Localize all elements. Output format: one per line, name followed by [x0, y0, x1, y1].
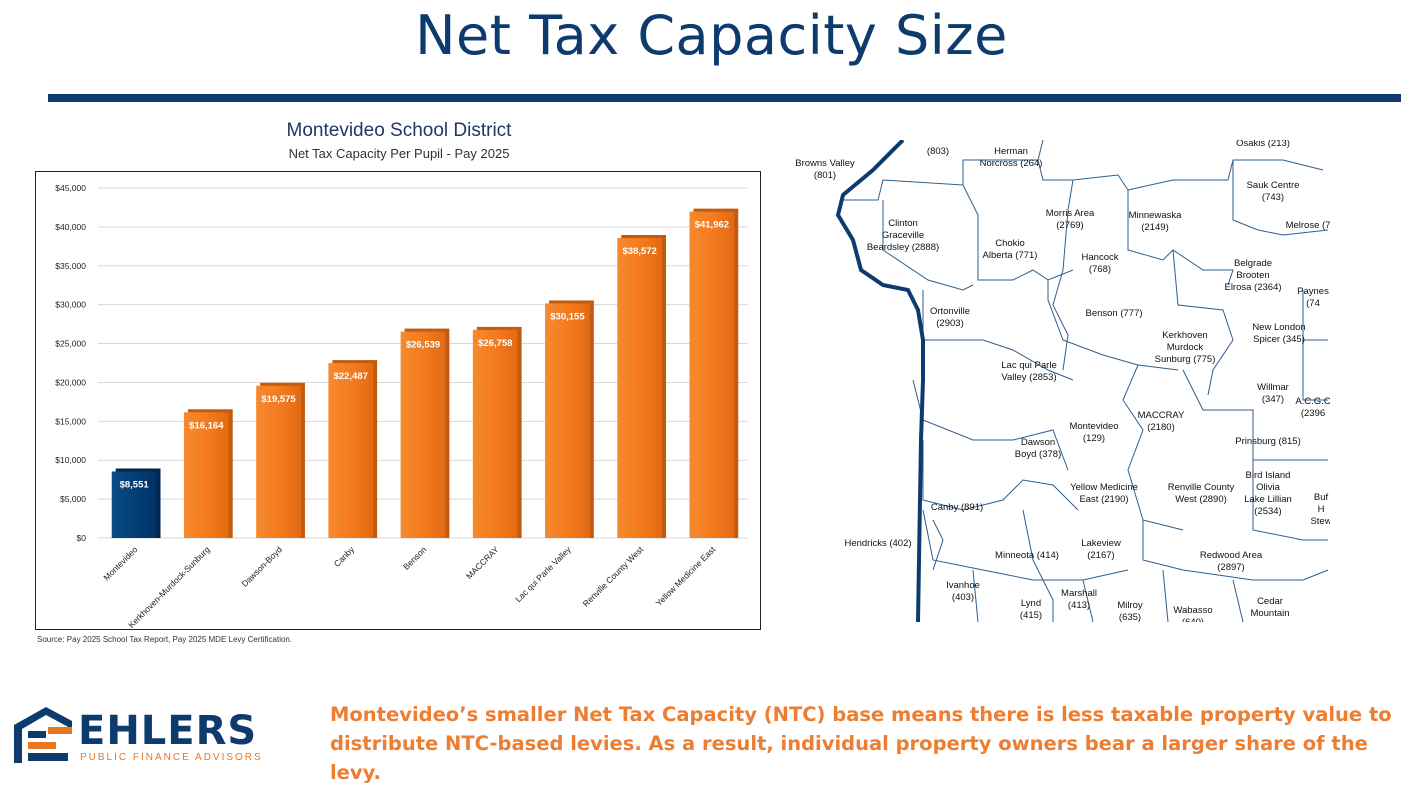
x-tick-label: Kerkhoven-Murdock-Sunburg: [126, 544, 212, 629]
y-tick-label: $45,000: [55, 183, 86, 193]
bar: [472, 329, 518, 538]
map-district-label: Chokio Alberta (771): [982, 238, 1038, 261]
map-district-label: Lakeview (2167): [1081, 538, 1121, 561]
y-tick-label: $15,000: [55, 416, 86, 426]
x-tick-label: Renville County West: [581, 544, 646, 609]
bar: [256, 385, 301, 538]
map-district-label: Kerkhoven Murdock Sunburg (775): [1154, 330, 1216, 365]
data-label: $26,758: [478, 338, 512, 349]
slide-title: Net Tax Capacity Size: [415, 4, 1008, 67]
y-tick-label: $10,000: [55, 455, 86, 465]
map-district-label: Dawson Boyd (378): [1014, 437, 1062, 460]
chart-title: Montevideo School District: [286, 120, 512, 141]
district-map: (803) Herman Norcross (264) Osakis (213) Bro…: [783, 140, 1330, 622]
bar: [617, 237, 663, 538]
logo-tagline: PUBLIC FINANCE ADVISORS: [80, 752, 263, 763]
map-district-label: Cedar Mountain: [1250, 596, 1290, 619]
map-district-label: Buf H Stew: [1310, 492, 1330, 527]
data-label: $38,572: [622, 246, 656, 257]
map-district-label: New London Spicer (345): [1252, 322, 1306, 345]
bar: [328, 363, 374, 538]
bar: [111, 471, 157, 538]
map-district-label: Osakis (213): [1236, 140, 1290, 149]
data-label: $41,962: [695, 220, 729, 231]
chart-subtitle: Net Tax Capacity Per Pupil - Pay 2025: [288, 146, 510, 161]
y-tick-label: $30,000: [55, 300, 86, 310]
map-district-label: Ortonville (2903): [929, 306, 971, 329]
y-tick-label: $20,000: [55, 377, 86, 387]
map-district-label: Renville County West (2890): [1167, 482, 1235, 505]
bar: [545, 303, 590, 538]
map-district-label: Yellow Medicine East (2190): [1070, 482, 1138, 505]
x-tick-label: Montevideo: [101, 544, 139, 582]
data-label: $19,575: [261, 394, 296, 405]
title-divider: [48, 94, 1401, 102]
y-tick-label: $40,000: [55, 222, 86, 232]
map-district-label: Herman Norcross (264): [979, 146, 1043, 169]
map-district-label: Morris Area (2769): [1045, 208, 1095, 231]
y-tick-label: $5,000: [60, 494, 86, 504]
logo-name: EHLERS: [78, 708, 258, 754]
map-district-label: Minneota (414): [995, 550, 1059, 561]
data-label: $26,539: [406, 340, 440, 351]
map-district-label: Lynd (415): [1019, 598, 1043, 621]
summary-note: Montevideo’s smaller Net Tax Capacity (N…: [330, 703, 1392, 784]
bar-chart-svg: $0 $5,000 $10,000 $15,000 $20,000 $25,000 $30,…: [55, 183, 748, 629]
map-district-label: (803): [926, 146, 950, 157]
x-tick-label: Lac qui Parle Valley: [513, 544, 573, 604]
bar-chart: $0 $5,000 $10,000 $15,000 $20,000 $25,000 $30,…: [35, 171, 761, 630]
x-tick-label: Yellow Medicine East: [654, 544, 718, 608]
data-label: $8,551: [120, 479, 150, 490]
map-district-label: Hendricks (402): [844, 538, 912, 549]
district-map-boundaries: [835, 140, 1329, 622]
bar: [689, 211, 735, 538]
map-district-label: Milroy (635): [1117, 600, 1143, 622]
bar: [183, 412, 229, 538]
ehlers-logo-icon: [14, 707, 72, 763]
map-district-label: Ivanhoe (403): [946, 580, 980, 603]
map-district-label: MACCRAY (2180): [1137, 410, 1185, 433]
data-label: $30,155: [550, 311, 585, 322]
bar: [400, 331, 446, 538]
map-district-label: Canby (891): [930, 502, 984, 513]
y-tick-label: $25,000: [55, 339, 86, 349]
y-tick-label: $0: [77, 533, 87, 543]
map-district-label: A.C.G.C (2396: [1295, 396, 1330, 419]
x-tick-label: Benson: [401, 544, 429, 572]
map-district-label: Melrose (7: [1285, 220, 1330, 231]
map-district-label: Lac qui Parle Valley (2853): [1001, 360, 1057, 383]
map-district-label: Minnewaska (2149): [1128, 210, 1182, 233]
map-district-label: Clinton Graceville Beardsley (2888): [866, 218, 940, 253]
map-district-label: Montevideo (129): [1069, 421, 1119, 444]
map-district-label: Marshall (413): [1061, 588, 1097, 611]
map-district-label: Wabasso(640): [1173, 605, 1213, 622]
x-tick-label: Dawson-Boyd: [239, 544, 284, 589]
map-district-label: Belgrade Brooten Elrosa (2364): [1224, 258, 1282, 293]
map-district-label: Hancock (768): [1081, 252, 1119, 275]
map-district-label: Browns Valley (801): [795, 158, 855, 181]
x-tick-label: MACCRAY: [464, 544, 501, 581]
chart-source: Source: Pay 2025 School Tax Report, Pay …: [37, 635, 293, 644]
map-district-label: Bird Island Olivia Lake Lillian (2534): [1244, 470, 1292, 517]
x-tick-label: Canby: [332, 544, 357, 569]
map-district-label: Willmar (347): [1257, 382, 1289, 405]
map-district-label: Prinsburg (815): [1235, 436, 1301, 447]
data-label: $22,487: [334, 371, 368, 382]
map-district-label: Paynes (74: [1297, 286, 1329, 309]
map-district-label: Redwood Area (2897): [1199, 550, 1263, 573]
data-label: $16,164: [189, 420, 224, 431]
map-district-label: Benson (777): [1085, 308, 1143, 319]
map-district-label: Sauk Centre (743): [1246, 180, 1300, 203]
y-tick-label: $35,000: [55, 261, 86, 271]
